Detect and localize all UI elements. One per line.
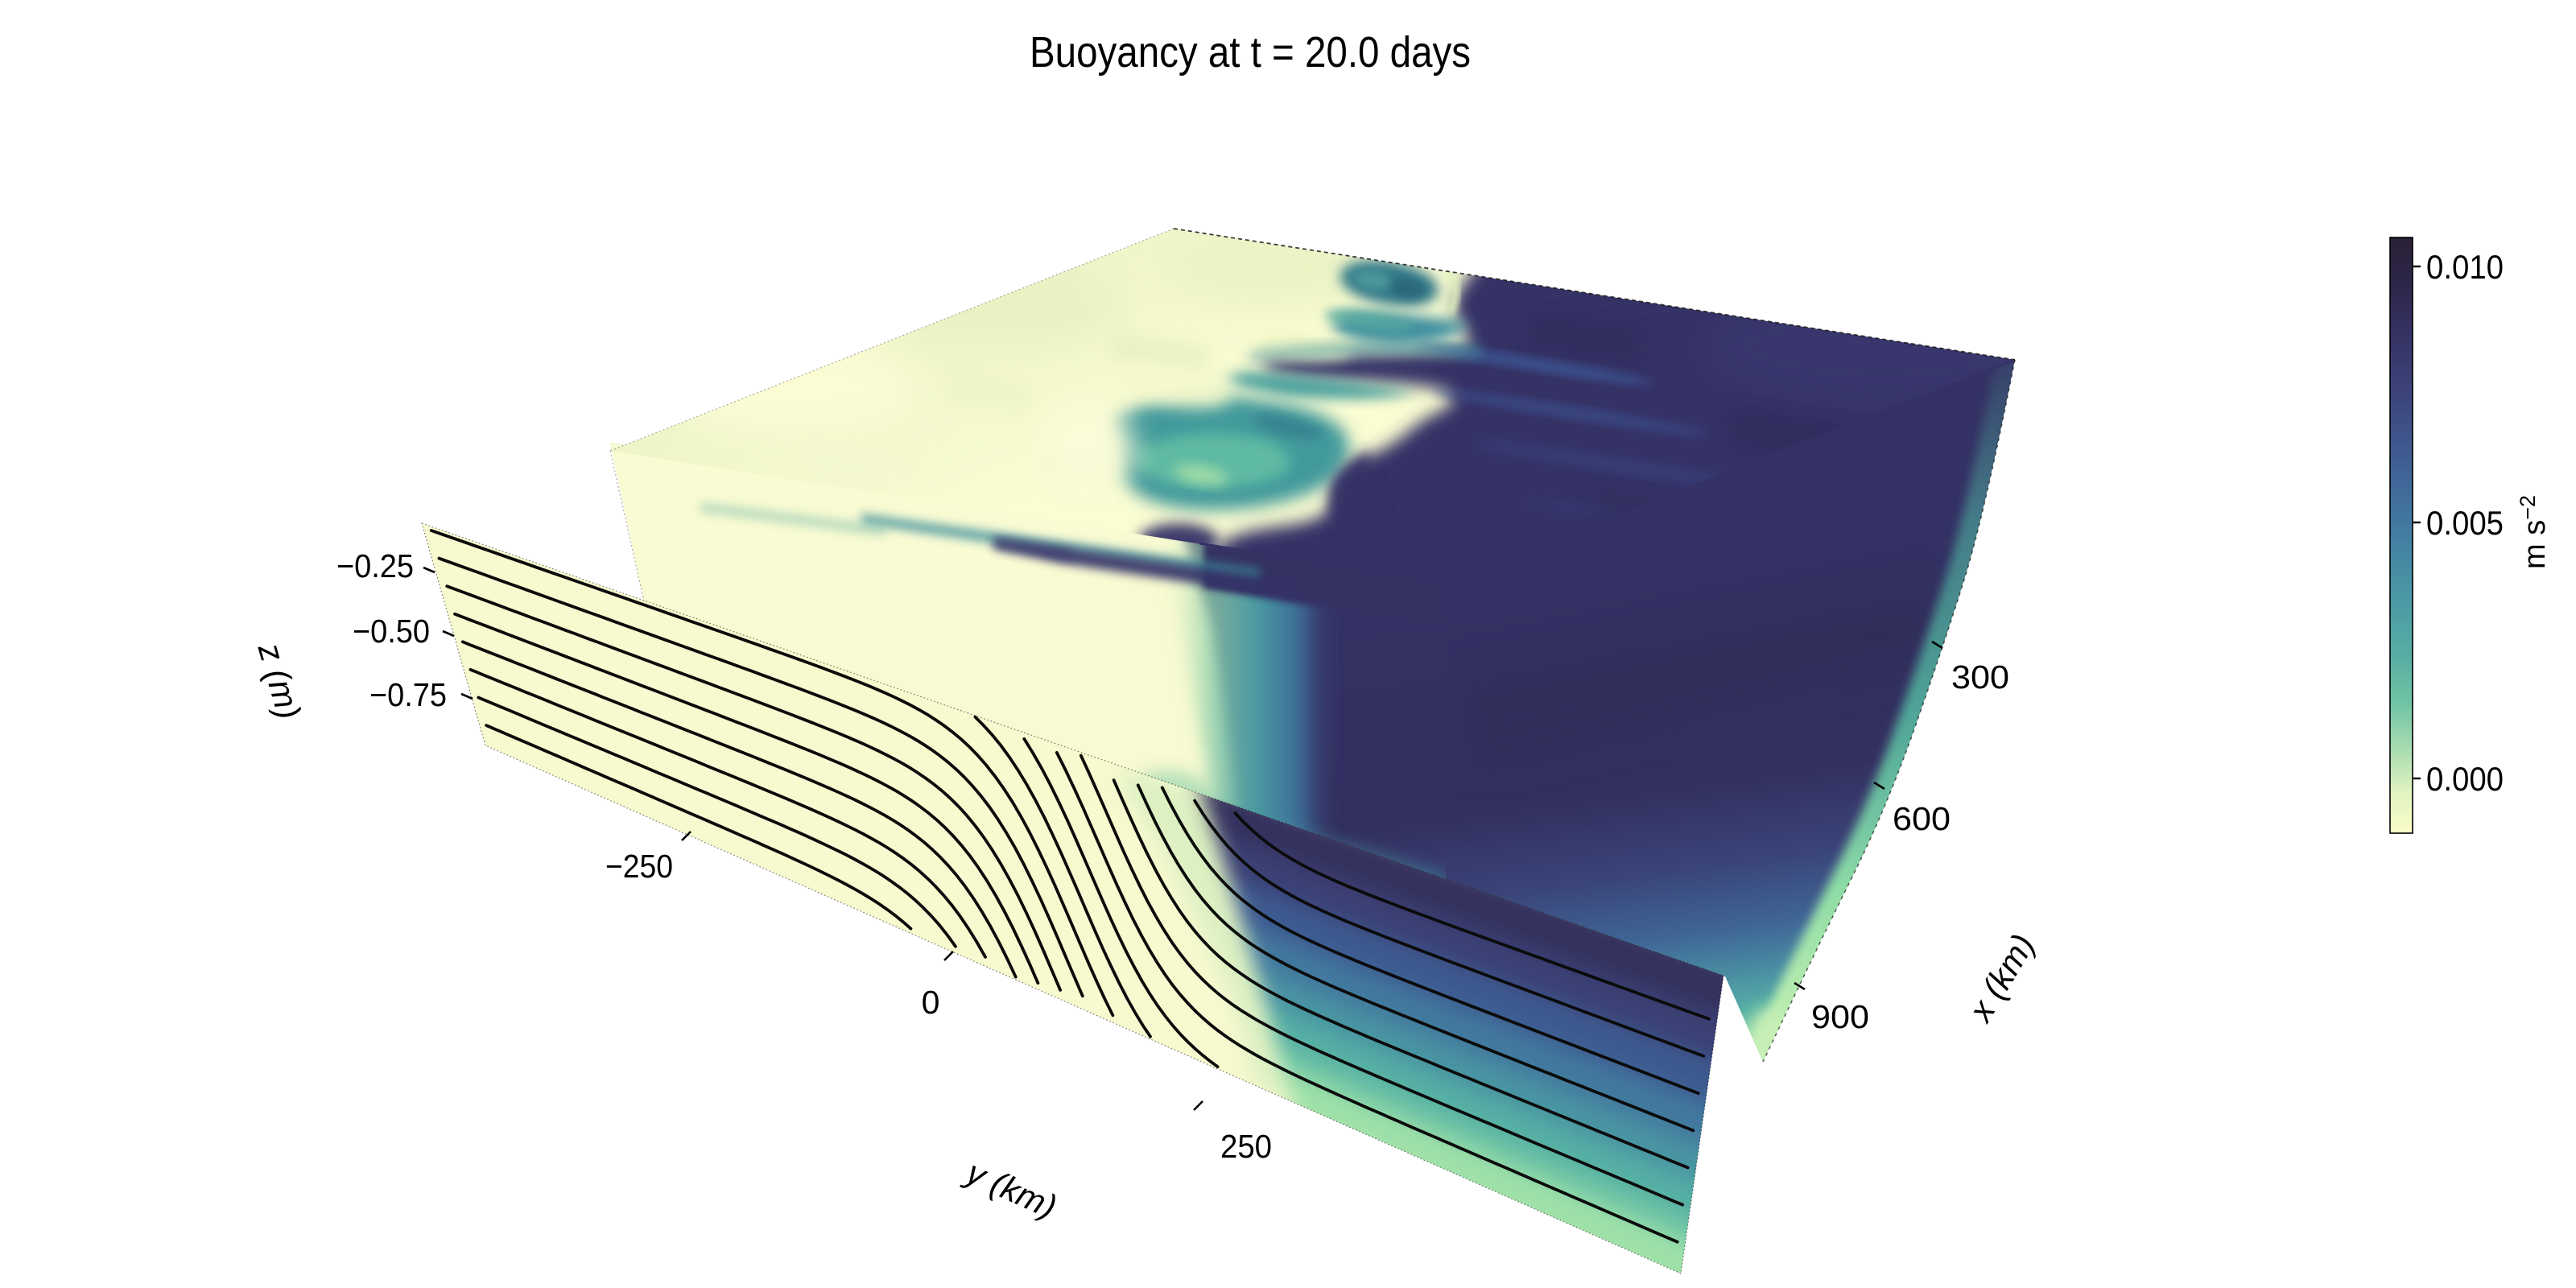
svg-text:900: 900: [1811, 998, 1869, 1035]
svg-text:−0.50: −0.50: [353, 613, 430, 650]
svg-text:−0.25: −0.25: [336, 547, 414, 584]
svg-text:0.000: 0.000: [2426, 760, 2504, 798]
svg-text:Buoyancy at t = 20.0 days: Buoyancy at t = 20.0 days: [1030, 28, 1471, 76]
svg-text:250: 250: [1220, 1128, 1272, 1165]
svg-text:0: 0: [922, 984, 940, 1021]
svg-text:600: 600: [1893, 800, 1951, 837]
svg-text:0.005: 0.005: [2426, 504, 2504, 542]
svg-text:−0.75: −0.75: [369, 676, 447, 713]
svg-text:0.010: 0.010: [2426, 248, 2504, 286]
svg-text:−250: −250: [605, 848, 673, 885]
svg-text:300: 300: [1951, 658, 2009, 696]
